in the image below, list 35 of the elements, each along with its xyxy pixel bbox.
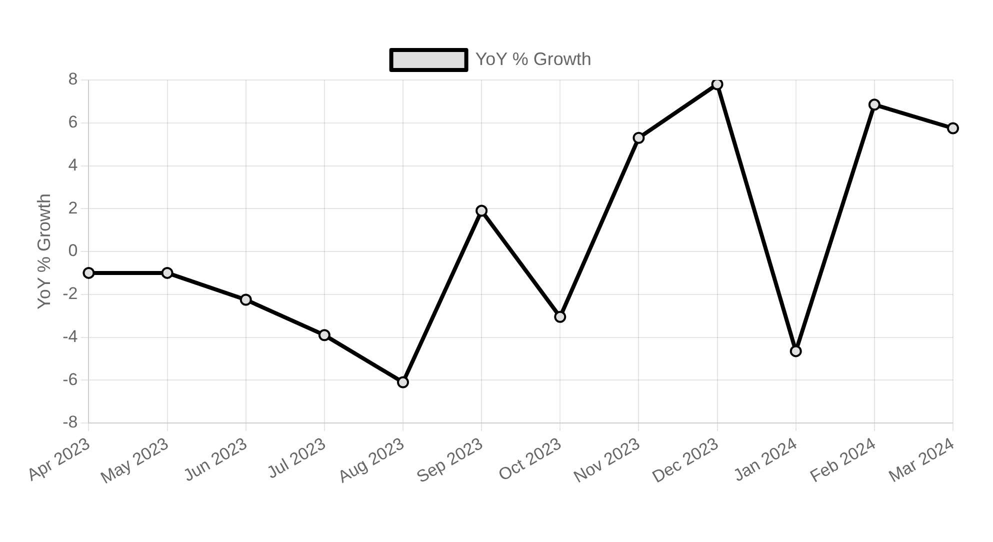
y-tick-label: -6 xyxy=(62,370,78,389)
x-tick-label: May 2023 xyxy=(97,434,172,488)
y-tick-label: 2 xyxy=(68,198,78,218)
y-tick-label: 0 xyxy=(68,241,78,260)
y-tick-label: -8 xyxy=(62,412,78,432)
y-tick-label: 6 xyxy=(68,112,78,132)
point xyxy=(476,204,488,217)
x-tick-label: Dec 2023 xyxy=(649,434,722,487)
x-tick-label: Jan 2024 xyxy=(730,434,800,486)
x-tick-label: Sep 2023 xyxy=(413,434,486,487)
x-tick-label: Oct 2023 xyxy=(495,434,564,485)
point xyxy=(947,122,959,134)
point xyxy=(161,266,174,279)
point xyxy=(318,329,330,342)
point xyxy=(632,132,645,144)
x-tick-label: Jun 2023 xyxy=(180,434,250,486)
x-tick-label: Feb 2024 xyxy=(807,434,879,486)
point xyxy=(240,294,252,306)
legend-label: YoY % Growth xyxy=(475,48,592,69)
point xyxy=(82,266,95,279)
y-tick-label: -4 xyxy=(62,326,78,346)
point xyxy=(554,310,566,323)
point xyxy=(397,376,409,388)
y-tick-label: -2 xyxy=(62,284,78,304)
point xyxy=(711,80,724,90)
x-tick-label: Mar 2024 xyxy=(886,434,958,486)
x-tick-label: Jul 2023 xyxy=(264,434,329,482)
x-tick-label: Apr 2023 xyxy=(24,434,94,485)
y-axis-title: YoY % Growth xyxy=(34,193,54,310)
point xyxy=(868,98,880,111)
y-tick-label: 8 xyxy=(68,70,78,89)
x-tick-label: Nov 2023 xyxy=(570,434,644,487)
x-tick-label: Aug 2023 xyxy=(334,434,408,487)
point xyxy=(790,345,802,358)
y-tick-label: 4 xyxy=(68,155,78,174)
